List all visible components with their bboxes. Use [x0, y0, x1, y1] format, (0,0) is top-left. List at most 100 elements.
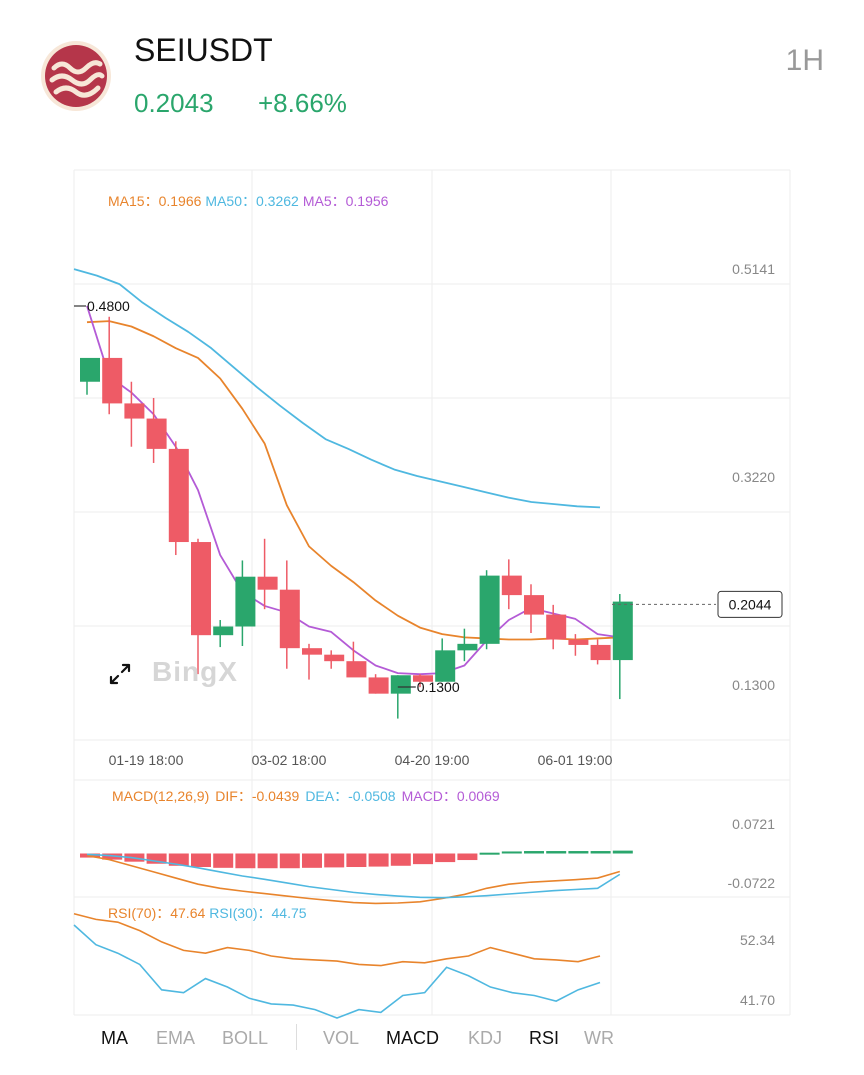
macd-bar: [257, 853, 278, 869]
rsi70-value: 47.64: [170, 905, 206, 921]
current-price-tag: 0.2044: [729, 596, 772, 612]
price-markers: 0.2044 0.4800 0.1300: [74, 298, 783, 695]
macd-bar: [435, 853, 456, 863]
macd-bar: [568, 851, 589, 854]
candle-body: [168, 448, 189, 543]
ma50-label: MA50：: [205, 193, 256, 209]
candle-body: [479, 575, 500, 644]
tab-macd[interactable]: MACD: [386, 1028, 439, 1048]
ma5-value: 0.1956: [345, 193, 389, 209]
tab-ma[interactable]: MA: [101, 1028, 128, 1048]
macd-label: MACD：: [401, 788, 457, 804]
price-axis-label: 0.1300: [732, 677, 775, 693]
tab-ema[interactable]: EMA: [156, 1028, 196, 1048]
rsi30-line: [73, 924, 601, 1019]
macd-bar: [279, 853, 300, 869]
high-marker-label: 0.4800: [87, 298, 130, 314]
candle-body: [302, 648, 322, 655]
macd-bar: [390, 853, 411, 866]
macd-bar: [191, 853, 211, 868]
date-axis-label: 01-19 18:00: [109, 752, 184, 768]
tab-rsi[interactable]: RSI: [529, 1028, 560, 1048]
rsi70-line: [73, 912, 601, 967]
date-axis-label: 06-01 19:00: [538, 752, 613, 768]
rsi70-label: RSI(70)：: [108, 905, 171, 921]
rsi-axis-label: 52.34: [740, 932, 775, 948]
macd-bar: [479, 852, 500, 855]
candle-body: [612, 601, 633, 661]
macd-bar: [524, 851, 544, 854]
dif-line: [86, 854, 621, 905]
bingx-watermark: BingX: [152, 656, 238, 687]
price-axis-label: 0.3220: [732, 469, 775, 485]
price-axis-labels: 0.5141 0.3220 0.1300: [732, 261, 775, 693]
symbol-title: SEIUSDT: [134, 32, 273, 68]
macd-bar: [168, 853, 189, 866]
candles: [80, 316, 633, 719]
rsi-legend: RSI(70)：47.64 RSI(30)：44.75: [108, 903, 307, 923]
dea-line: [86, 853, 621, 899]
expand-arrows-icon[interactable]: [108, 662, 132, 686]
tab-wr[interactable]: WR: [584, 1028, 614, 1048]
dea-value: -0.0508: [348, 788, 396, 804]
interval-selector[interactable]: 1H: [785, 44, 824, 77]
date-axis-label: 04-20 19:00: [395, 752, 470, 768]
candle-body: [213, 626, 234, 636]
rsi-chart: 52.34 41.70: [73, 912, 775, 1019]
sei-logo-icon: [40, 40, 112, 112]
date-axis-label: 03-02 18:00: [252, 752, 327, 768]
macd-bar: [346, 853, 367, 868]
price-axis-label: 0.5141: [732, 261, 775, 277]
candle-body: [146, 418, 167, 449]
rsi-axis-label: 41.70: [740, 992, 775, 1008]
candle-body: [435, 650, 456, 682]
macd-bar: [324, 853, 345, 868]
macd-bar: [612, 850, 633, 854]
ma15-label: MA15：: [108, 193, 159, 209]
candle-body: [124, 403, 145, 419]
candle-body: [413, 675, 433, 682]
indicator-tabs: MA EMA BOLL VOL MACD KDJ RSI WR: [74, 1018, 790, 1058]
macd-axis-label: -0.0722: [728, 875, 776, 891]
macd-bar: [457, 853, 478, 861]
ma5-label: MA5：: [302, 193, 346, 209]
candle-body: [568, 639, 589, 645]
price-change-percent: +8.66%: [258, 88, 347, 118]
candle-body: [590, 644, 611, 661]
candle-body: [102, 357, 123, 404]
macd-value: 0.0069: [456, 788, 500, 804]
macd-legend: MACD(12,26,9) DIF：-0.0439 DEA：-0.0508 MACD：…: [112, 786, 500, 806]
tab-divider: [296, 1024, 297, 1050]
rsi30-label: RSI(30)：: [209, 905, 272, 921]
low-marker-label: 0.1300: [417, 679, 460, 695]
tab-boll[interactable]: BOLL: [222, 1028, 269, 1048]
chart-grid: [73, 169, 791, 1016]
candle-body: [368, 677, 389, 694]
candle-body: [235, 576, 256, 627]
candle-body: [546, 614, 567, 640]
macd-bar: [302, 853, 322, 868]
candle-body: [80, 357, 100, 382]
macd-chart: 0.0721 -0.0722: [80, 816, 776, 905]
macd-bar: [501, 851, 522, 854]
date-axis-labels: 01-19 18:00 03-02 18:00 04-20 19:00 06-01 1…: [109, 752, 613, 768]
ma15-line: [86, 320, 620, 641]
candle-body: [501, 575, 522, 596]
ma50-line: [73, 268, 601, 509]
candle-body: [279, 589, 300, 649]
candle-body: [324, 654, 345, 662]
macd-params: MACD(12,26,9): [112, 788, 210, 804]
rsi30-value: 44.75: [271, 905, 307, 921]
macd-bar: [213, 853, 234, 868]
tab-kdj[interactable]: KDJ: [468, 1028, 503, 1048]
tab-vol[interactable]: VOL: [323, 1028, 360, 1048]
macd-axis-label: 0.0721: [732, 816, 775, 832]
macd-bar: [146, 853, 167, 864]
dif-label: DIF：: [215, 788, 252, 804]
candle-body: [524, 595, 544, 615]
header: SEIUSDT 0.2043 +8.66% 1H: [0, 0, 864, 150]
macd-bar: [546, 851, 567, 854]
ma-legend: MA15：0.1966 MA50：0.3262 MA5：0.1956: [108, 191, 388, 211]
dea-label: DEA：: [305, 788, 349, 804]
